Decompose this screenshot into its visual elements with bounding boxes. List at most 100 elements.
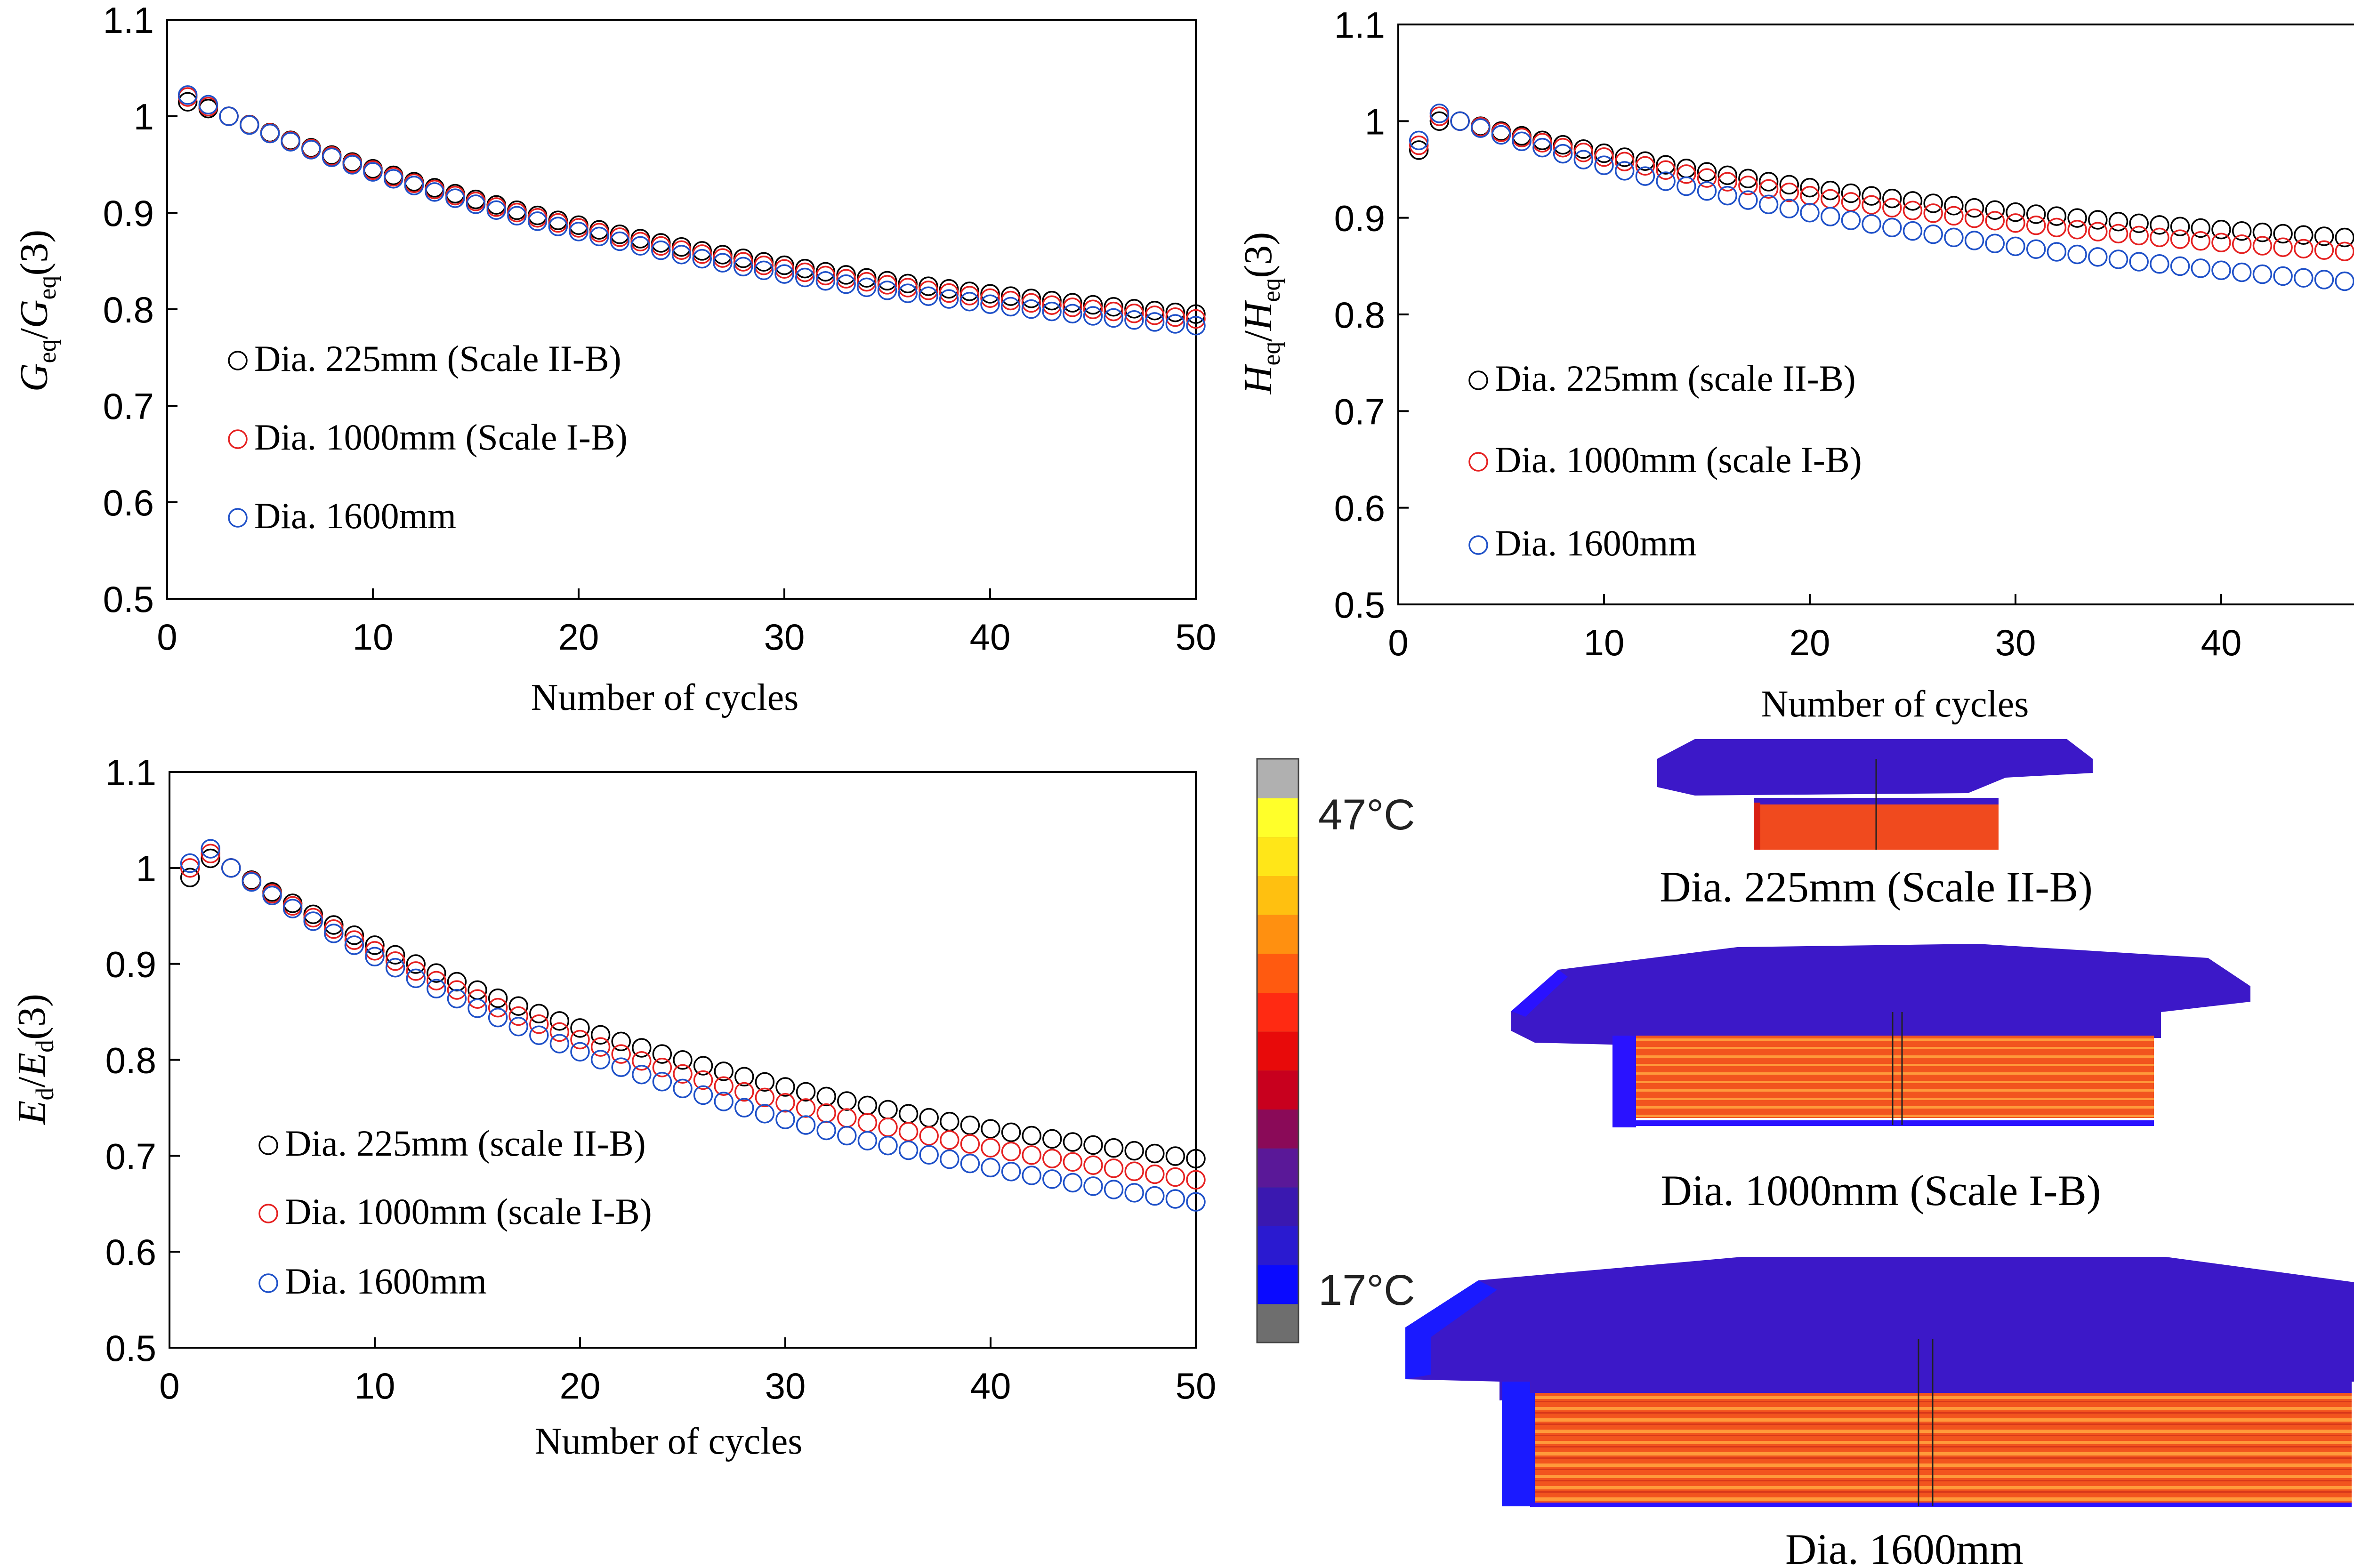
data-point bbox=[981, 1119, 1000, 1139]
data-point bbox=[1944, 196, 1964, 216]
data-point bbox=[734, 1067, 754, 1087]
data-point bbox=[1573, 143, 1594, 162]
data-point bbox=[221, 858, 241, 878]
x-tick-label: 0 bbox=[1388, 622, 1408, 663]
data-point bbox=[2314, 226, 2334, 246]
data-point bbox=[754, 260, 774, 281]
data-point bbox=[1145, 306, 1165, 325]
data-point bbox=[2006, 202, 2025, 222]
data-point bbox=[1186, 1170, 1206, 1190]
colorbar-cell bbox=[1257, 876, 1298, 915]
data-point bbox=[1656, 155, 1676, 175]
data-point bbox=[2252, 264, 2273, 284]
data-point bbox=[775, 1093, 795, 1113]
data-point bbox=[919, 286, 938, 306]
y-tick-label: 1 bbox=[136, 848, 156, 889]
data-point bbox=[1104, 1138, 1124, 1158]
y-tick-label: 0.5 bbox=[1334, 584, 1385, 626]
data-point bbox=[570, 1029, 590, 1050]
colorbar-cell bbox=[1257, 1109, 1298, 1149]
data-point bbox=[406, 968, 426, 989]
data-point bbox=[2150, 215, 2169, 235]
data-point bbox=[1186, 304, 1206, 324]
legend-label: Dia. 1000mm (scale I-B) bbox=[1495, 439, 1862, 480]
data-point bbox=[1409, 130, 1429, 151]
data-point bbox=[1573, 150, 1594, 169]
data-point bbox=[1841, 183, 1861, 203]
x-tick-label: 20 bbox=[560, 1365, 601, 1407]
data-point bbox=[1862, 186, 1881, 206]
data-point bbox=[1145, 312, 1165, 332]
data-point bbox=[1083, 1155, 1103, 1175]
colorbar-cell bbox=[1257, 1264, 1298, 1304]
data-point bbox=[2191, 218, 2211, 238]
data-point bbox=[671, 240, 692, 260]
data-point bbox=[1471, 117, 1491, 137]
data-point bbox=[1944, 206, 1964, 226]
x-tick-label: 0 bbox=[157, 616, 177, 658]
data-point bbox=[1923, 193, 1943, 213]
data-point bbox=[1145, 1164, 1165, 1184]
data-point bbox=[1717, 165, 1737, 185]
data-point bbox=[1985, 211, 2005, 231]
y-tick-label: 0.5 bbox=[103, 579, 154, 620]
y-tick-label: 0.8 bbox=[103, 289, 154, 330]
data-point bbox=[714, 1061, 734, 1081]
data-point bbox=[1862, 214, 1881, 234]
data-point bbox=[940, 1111, 959, 1132]
y-tick-label: 0.7 bbox=[1334, 391, 1385, 432]
data-point bbox=[242, 872, 262, 892]
data-point bbox=[796, 1082, 816, 1102]
data-point bbox=[1758, 172, 1779, 192]
data-point bbox=[322, 146, 342, 166]
data-point bbox=[960, 1115, 980, 1135]
data-point bbox=[324, 915, 344, 935]
model-top-plate bbox=[1405, 1257, 2354, 1400]
colorbar-cell bbox=[1257, 1070, 1298, 1110]
model-label: Dia. 225mm (Scale II-B) bbox=[1660, 863, 2093, 911]
data-point bbox=[1001, 1122, 1021, 1142]
data-point bbox=[240, 115, 259, 135]
data-point bbox=[960, 1134, 980, 1154]
data-point bbox=[363, 162, 383, 182]
data-point bbox=[1779, 175, 1799, 195]
data-point bbox=[1903, 201, 1923, 220]
data-point bbox=[1083, 306, 1103, 326]
data-point bbox=[795, 267, 815, 288]
data-point bbox=[1429, 111, 1450, 131]
data-point bbox=[1656, 171, 1676, 191]
data-point bbox=[878, 1100, 898, 1120]
data-point bbox=[673, 1078, 693, 1099]
data-point bbox=[1491, 125, 1511, 145]
series-points bbox=[180, 839, 1206, 1212]
data-point bbox=[529, 1014, 549, 1034]
data-point bbox=[2314, 240, 2334, 260]
data-point bbox=[816, 1120, 836, 1141]
data-point bbox=[877, 271, 897, 291]
data-point bbox=[425, 182, 444, 202]
y-tick-label: 0.6 bbox=[1334, 488, 1385, 529]
data-point bbox=[177, 85, 198, 105]
data-point bbox=[1903, 191, 1923, 211]
colorbar-cell bbox=[1257, 1303, 1298, 1343]
data-point bbox=[301, 140, 321, 160]
data-point bbox=[1944, 227, 1964, 248]
data-point bbox=[1738, 176, 1758, 195]
data-point bbox=[282, 899, 303, 918]
data-point bbox=[673, 1064, 693, 1084]
x-tick-label: 40 bbox=[2201, 622, 2242, 663]
data-point bbox=[733, 252, 753, 272]
data-point bbox=[1964, 231, 1984, 250]
data-point bbox=[630, 236, 650, 256]
data-point bbox=[1021, 289, 1041, 308]
data-point bbox=[570, 1042, 590, 1062]
data-point bbox=[548, 217, 568, 236]
colorbar-frame bbox=[1256, 758, 1299, 1343]
data-point bbox=[2150, 254, 2169, 274]
data-point bbox=[1758, 194, 1779, 215]
data-point bbox=[2067, 220, 2087, 240]
data-point bbox=[1697, 168, 1717, 188]
data-point bbox=[2006, 213, 2025, 233]
data-point bbox=[281, 132, 300, 152]
data-point bbox=[445, 188, 465, 208]
